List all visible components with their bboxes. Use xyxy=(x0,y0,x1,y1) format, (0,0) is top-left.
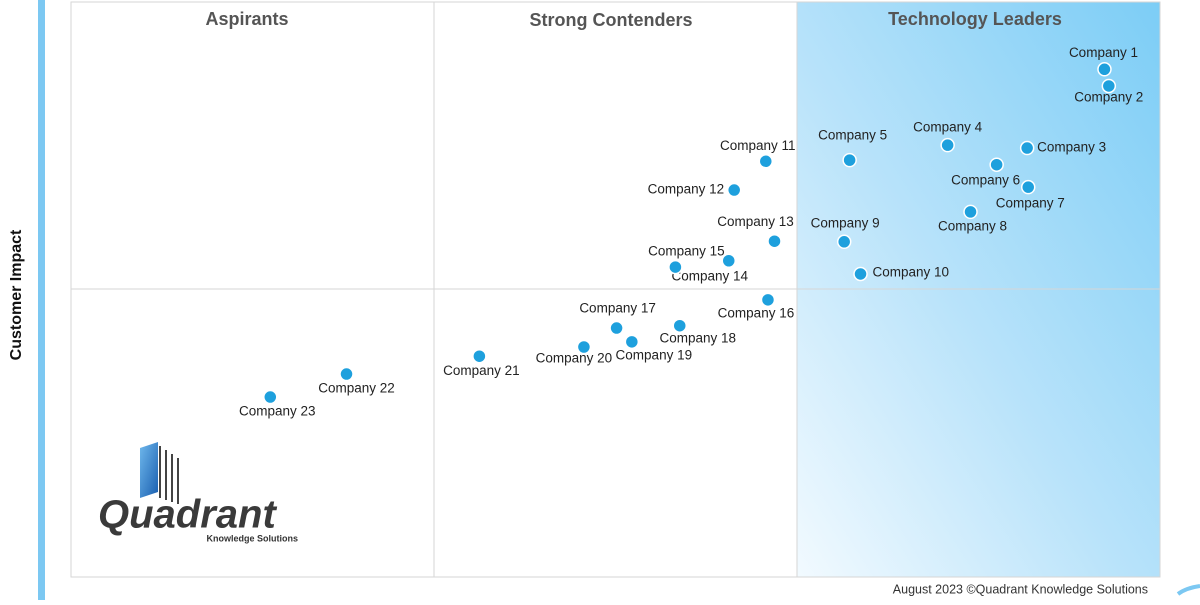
point-label: Company 19 xyxy=(616,347,693,362)
y-axis-label: Customer Impact xyxy=(8,229,25,360)
point-label: Company 10 xyxy=(873,265,950,280)
point-label: Company 23 xyxy=(239,404,316,419)
logo: Quadrant Knowledge Solutions xyxy=(98,442,298,543)
point-label: Company 3 xyxy=(1037,140,1106,155)
data-point xyxy=(760,292,776,308)
point-label: Company 5 xyxy=(818,128,887,143)
data-point xyxy=(1097,62,1112,77)
point-label: Company 12 xyxy=(648,182,725,197)
data-point xyxy=(472,348,487,364)
point-label: Company 18 xyxy=(659,330,736,345)
point-label: Company 1 xyxy=(1069,45,1138,60)
point-label: Company 13 xyxy=(717,214,794,229)
data-point xyxy=(668,259,683,275)
side-bar xyxy=(38,0,45,600)
logo-pages xyxy=(159,446,179,504)
data-point xyxy=(836,234,852,250)
point-label: Company 15 xyxy=(648,244,725,259)
data-point xyxy=(940,137,955,153)
data-point xyxy=(1101,78,1117,94)
data-point xyxy=(758,154,774,169)
point-label: Company 9 xyxy=(811,215,880,230)
data-point xyxy=(767,233,782,249)
data-point xyxy=(842,152,857,168)
point-label: Company 20 xyxy=(536,351,613,366)
point-label: Company 2 xyxy=(1074,90,1143,105)
data-point xyxy=(263,389,278,405)
data-point xyxy=(1019,140,1035,156)
corner-decoration xyxy=(1176,584,1200,596)
data-point xyxy=(672,318,688,333)
data-point xyxy=(989,157,1004,172)
point-label: Company 16 xyxy=(718,305,795,320)
point-label: Company 21 xyxy=(443,363,520,378)
point-label: Company 14 xyxy=(671,268,748,283)
data-point xyxy=(576,339,592,355)
data-point xyxy=(1020,179,1036,195)
quadrant-label: Strong Contenders xyxy=(529,10,692,30)
data-point xyxy=(853,266,868,282)
data-point xyxy=(726,182,742,198)
point-label: Company 7 xyxy=(996,196,1065,211)
logo-tagline: Knowledge Solutions xyxy=(207,533,299,543)
logo-name: Quadrant xyxy=(98,493,277,537)
data-point xyxy=(963,204,978,220)
data-point xyxy=(721,253,737,268)
point-label: Company 17 xyxy=(579,301,656,316)
data-point xyxy=(609,320,624,336)
footer: August 2023 ©Quadrant Knowledge Solution… xyxy=(893,582,1148,596)
quadrant-label: Aspirants xyxy=(205,9,288,29)
point-label: Company 4 xyxy=(913,120,983,135)
point-label: Company 8 xyxy=(938,218,1007,233)
logo-book xyxy=(140,442,158,498)
data-point xyxy=(339,366,354,382)
point-label: Company 11 xyxy=(720,138,796,153)
quadrant-label: Technology Leaders xyxy=(888,9,1062,29)
point-label: Company 6 xyxy=(951,172,1020,187)
point-label: Company 22 xyxy=(318,381,395,396)
data-point xyxy=(624,334,640,350)
